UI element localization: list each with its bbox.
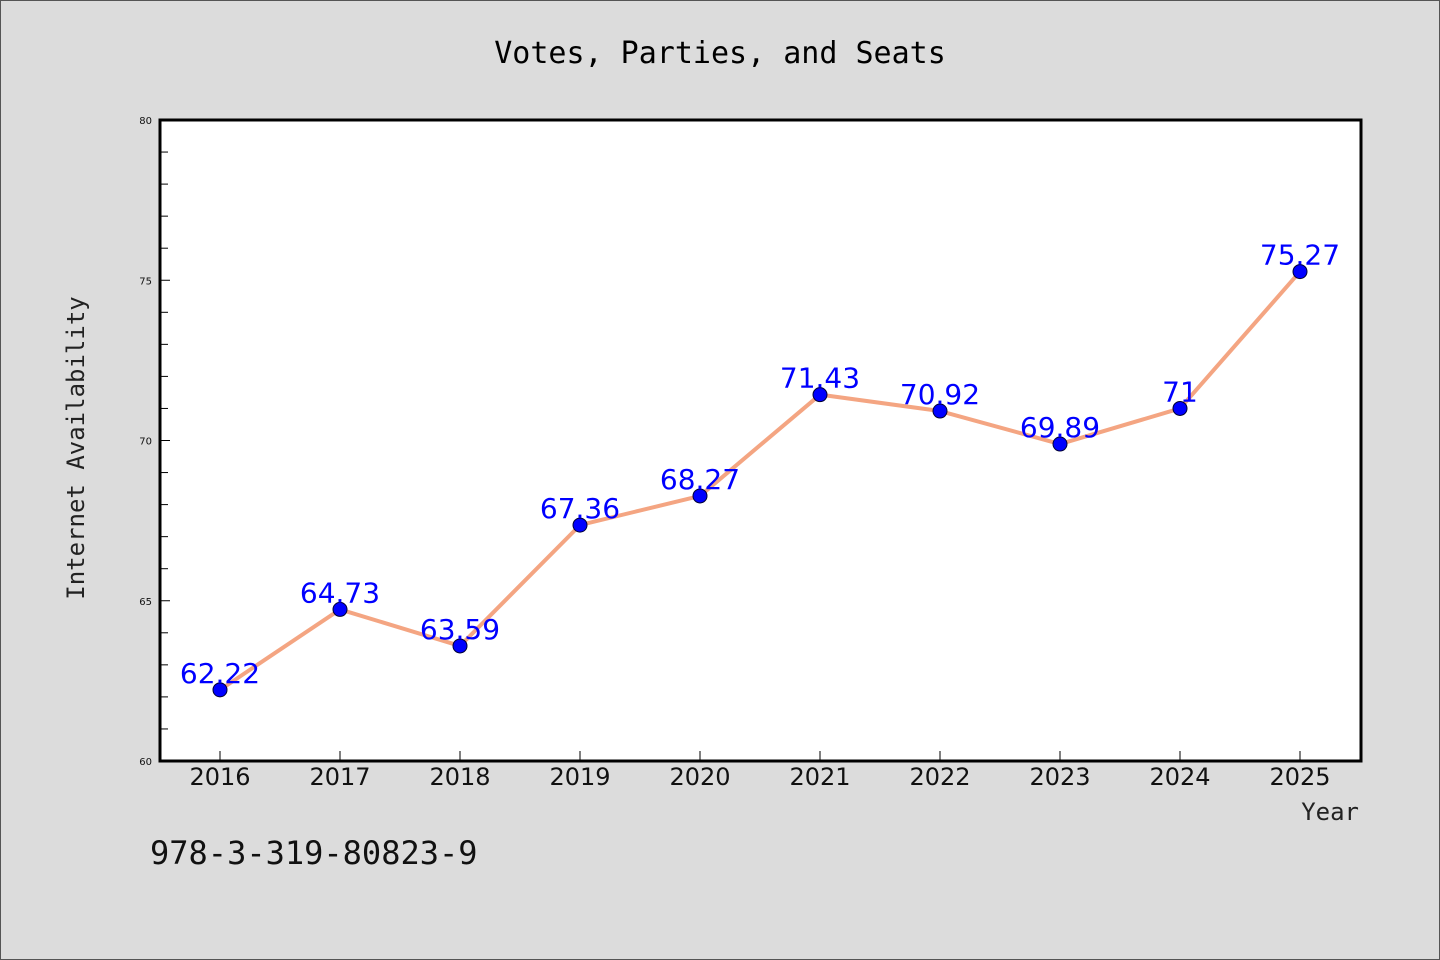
chart-title: Votes, Parties, and Seats [494, 36, 946, 71]
data-point-marker [572, 517, 588, 533]
x-tick-label: 2021 [789, 763, 850, 791]
data-label: 67.36 [540, 492, 620, 525]
x-tick-label: 2025 [1269, 763, 1330, 791]
data-label: 71.43 [780, 362, 860, 395]
data-label: 69.89 [1020, 411, 1100, 444]
data-point-marker [452, 638, 468, 654]
y-tick-label: 75 [139, 276, 152, 287]
y-axis: 60 65 70 75 80 [139, 116, 170, 768]
data-point-marker [1052, 436, 1068, 452]
x-tick-label: 2019 [549, 763, 610, 791]
data-point-marker [1292, 264, 1308, 280]
x-axis: 2016 2017 2018 2019 2020 2021 2022 2023 2024 2025 [189, 751, 1331, 791]
x-axis-label: Year [1301, 798, 1359, 826]
y-tick-label: 60 [139, 757, 152, 768]
y-axis-label: Internet Availability [62, 296, 90, 599]
data-label: 64.73 [300, 576, 380, 609]
x-tick-label: 2016 [189, 763, 250, 791]
x-tick-label: 2022 [909, 763, 970, 791]
plot-area [158, 118, 1363, 763]
data-point-marker [692, 488, 708, 504]
x-tick-label: 2018 [429, 763, 490, 791]
data-labels-group: 62.22 64.73 63.59 67.36 68.27 71.43 70.92 69.89… [180, 239, 1340, 690]
data-label: 75.27 [1260, 239, 1340, 272]
data-point-marker [932, 403, 948, 419]
x-tick-label: 2020 [669, 763, 730, 791]
footnote-isbn: 978-3-319-80823-9 [150, 834, 478, 872]
data-point-marker [332, 601, 348, 617]
data-label: 70.92 [900, 378, 980, 411]
y-tick-label: 70 [139, 437, 152, 448]
data-label: 62.22 [180, 657, 260, 690]
series-group [212, 264, 1308, 698]
x-tick-label: 2017 [309, 763, 370, 791]
data-label: 71 [1162, 375, 1198, 408]
data-point-marker [212, 682, 228, 698]
data-point-marker [812, 387, 828, 403]
y-tick-label: 65 [139, 597, 152, 608]
x-tick-label: 2024 [1149, 763, 1210, 791]
data-label: 68.27 [660, 463, 740, 496]
data-label: 63.59 [420, 613, 500, 646]
x-tick-label: 2023 [1029, 763, 1090, 791]
data-point-marker [1172, 400, 1188, 416]
series-line [218, 269, 1302, 692]
y-tick-label: 80 [139, 116, 152, 127]
